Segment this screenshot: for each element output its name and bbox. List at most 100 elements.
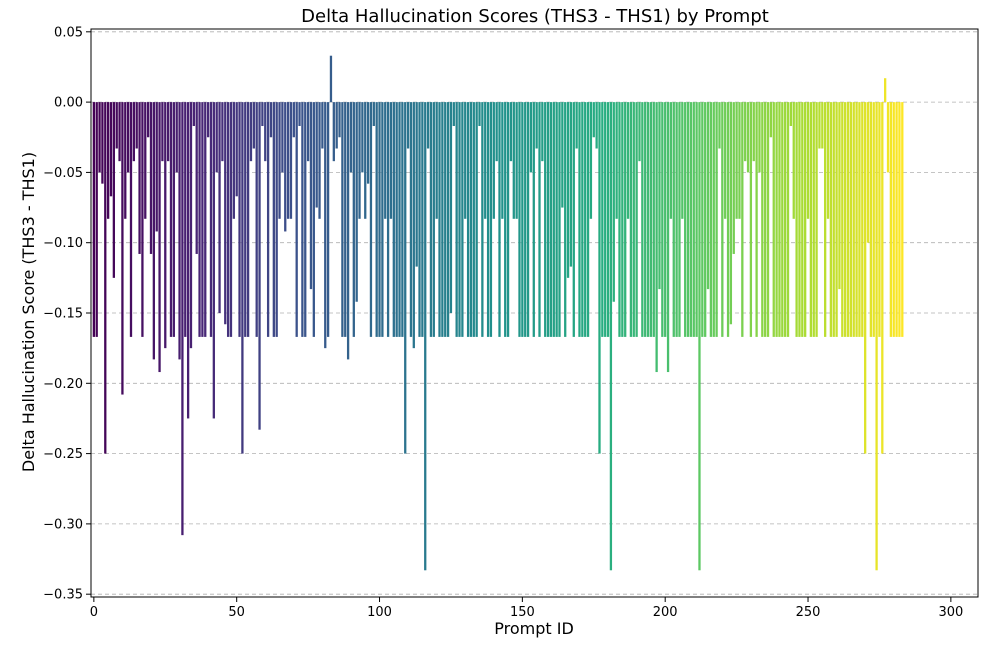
bar xyxy=(635,102,638,337)
bar xyxy=(346,102,350,360)
bar xyxy=(278,102,281,219)
bar xyxy=(358,102,361,219)
bar xyxy=(606,102,610,337)
bar xyxy=(666,102,670,373)
bar xyxy=(724,102,727,219)
bar xyxy=(766,102,770,337)
bar xyxy=(504,102,507,337)
bar xyxy=(466,102,470,337)
bar xyxy=(98,102,101,173)
bar xyxy=(746,102,750,173)
bar xyxy=(652,102,655,337)
bar xyxy=(315,102,318,208)
bar xyxy=(518,102,521,337)
bar xyxy=(818,102,821,149)
bar xyxy=(646,102,650,337)
bar xyxy=(306,102,310,162)
bar xyxy=(764,102,767,337)
bar xyxy=(638,102,641,162)
bar xyxy=(469,102,473,337)
bar xyxy=(901,102,904,337)
bar xyxy=(898,102,901,337)
bar xyxy=(201,102,204,337)
bar xyxy=(555,102,558,337)
bar xyxy=(878,102,881,337)
bar xyxy=(678,102,681,337)
bar xyxy=(749,102,753,337)
bar xyxy=(821,102,824,149)
bar xyxy=(444,102,447,337)
bar xyxy=(881,102,884,454)
bar xyxy=(241,102,244,454)
bar xyxy=(524,102,527,337)
bar xyxy=(809,102,813,337)
bar xyxy=(129,102,133,337)
bar xyxy=(532,102,535,337)
bar xyxy=(118,102,121,162)
bar xyxy=(135,102,138,149)
bar xyxy=(395,102,398,337)
bar xyxy=(869,102,873,337)
bar xyxy=(664,102,667,337)
x-tick-label: 200 xyxy=(653,605,678,620)
x-tick-label: 150 xyxy=(510,605,535,620)
bar xyxy=(175,102,178,173)
bar xyxy=(826,102,830,219)
y-tick-label: −0.35 xyxy=(43,588,83,603)
bar xyxy=(512,102,515,219)
bar xyxy=(844,102,847,337)
bar xyxy=(244,102,247,337)
bar xyxy=(864,102,867,454)
bar xyxy=(284,102,287,232)
bar xyxy=(738,102,741,219)
bar xyxy=(732,102,735,254)
bar xyxy=(421,102,424,337)
bar xyxy=(541,102,544,162)
bar xyxy=(458,102,461,337)
bar xyxy=(861,102,864,337)
bar xyxy=(126,102,130,173)
bar xyxy=(286,102,290,219)
bar xyxy=(884,78,887,103)
bar xyxy=(378,102,381,337)
bar xyxy=(675,102,678,337)
bar xyxy=(235,102,238,197)
bar xyxy=(775,102,778,337)
bar xyxy=(761,102,764,337)
bar xyxy=(498,102,501,337)
bar xyxy=(612,102,615,302)
x-tick-label: 250 xyxy=(796,605,821,620)
bar xyxy=(741,102,744,337)
bar xyxy=(552,102,555,337)
bar xyxy=(104,102,107,454)
bar xyxy=(335,102,338,149)
bar xyxy=(626,102,630,219)
bar xyxy=(558,102,561,337)
bar xyxy=(404,102,407,454)
bar xyxy=(192,102,195,127)
bar xyxy=(561,102,564,208)
bar xyxy=(252,102,255,149)
bar xyxy=(115,102,118,149)
bar xyxy=(872,102,875,337)
bar xyxy=(295,102,298,337)
bar xyxy=(744,102,747,162)
bar xyxy=(735,102,738,219)
bar xyxy=(564,102,567,337)
bar xyxy=(158,102,161,373)
bar xyxy=(795,102,798,337)
bar xyxy=(392,102,395,337)
bar xyxy=(641,102,644,337)
bar xyxy=(755,102,758,337)
bar xyxy=(815,102,818,337)
bar xyxy=(338,102,341,138)
bar xyxy=(144,102,147,219)
bar xyxy=(806,102,810,219)
bar xyxy=(169,102,173,337)
x-tick-label: 50 xyxy=(228,605,245,620)
bar xyxy=(875,102,878,571)
bar xyxy=(846,102,850,337)
bar xyxy=(661,102,664,337)
bar xyxy=(289,102,293,219)
bar xyxy=(669,102,673,219)
